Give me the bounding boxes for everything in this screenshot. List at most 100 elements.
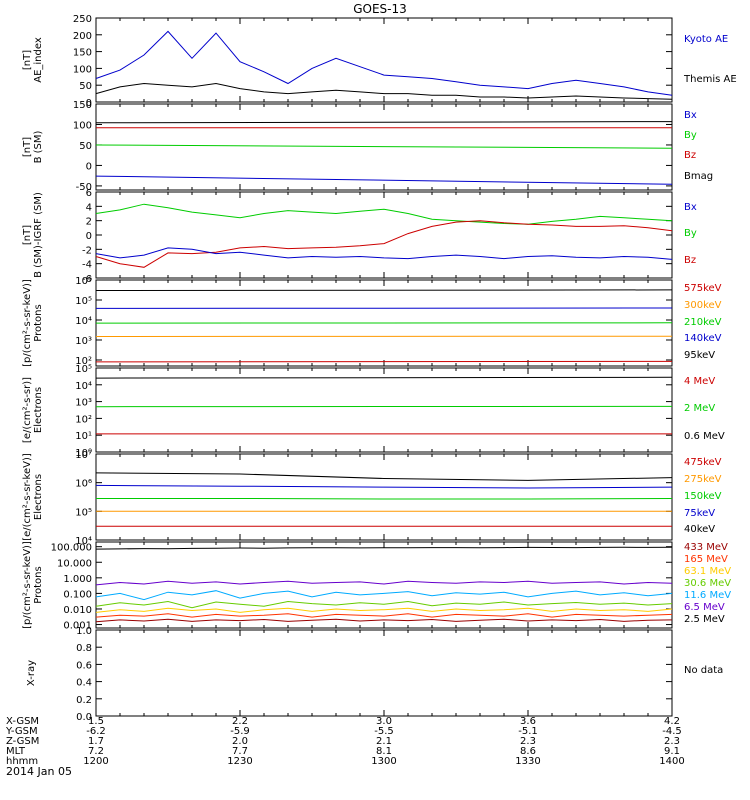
legend-label: 0.6 MeV [684, 431, 725, 442]
legend-label: 210keV [684, 317, 722, 328]
series-line-40kev [95, 472, 673, 481]
y-tick-label: 0.8 [76, 643, 92, 654]
y-tick-label: 10⁰ [75, 448, 92, 459]
y-tick-label: 0.6 [76, 660, 92, 671]
time-axis-value: 1.7 [88, 736, 104, 747]
legend-label: 75keV [684, 508, 715, 519]
y-tick-label: 10³ [75, 398, 92, 409]
y-tick-label: 150 [73, 48, 92, 59]
time-axis-value: -6.2 [86, 726, 106, 737]
time-axis-value: 2.3 [664, 736, 680, 747]
legend-label: Bz [684, 150, 696, 161]
time-axis-row-label: Y-GSM [5, 726, 38, 737]
legend-label: 4 MeV [684, 376, 715, 387]
y-axis-title: [nT] [22, 137, 33, 157]
y-axis-title: [p/(cm²-s-sr-keV)] [22, 279, 33, 367]
panel-2: -50 0 50 100 150 B (SM)[nT] Bx By Bz Bmag [22, 100, 713, 193]
plot-title: GOES-13 [353, 2, 407, 16]
time-axis-value: 1200 [83, 756, 108, 767]
y-axis-title: Protons [33, 304, 44, 341]
y-axis-title: AE_index [33, 37, 44, 83]
legend-label: 6.5 MeV [684, 602, 725, 613]
panel-1: 0 50 100 150 200 250 AE_index[nT] Kyoto AE Themi… [22, 14, 737, 109]
y-tick-label: 1.0 [76, 626, 92, 637]
time-axis-value: 1.5 [88, 716, 104, 727]
y-tick-label: 10² [75, 414, 92, 425]
legend-label: Bmag [684, 171, 713, 182]
time-axis-value: -4.5 [662, 726, 682, 737]
panel-5: 10⁰ 10¹ 10² 10³ 10⁴ 10⁵ Electrons[e/(cm²-s-sr)… [22, 364, 725, 459]
series-line-bz [95, 220, 673, 268]
y-tick-label: 250 [73, 14, 92, 25]
panel-frame [95, 629, 673, 717]
y-tick-label: -50 [76, 182, 92, 193]
y-tick-label: 0 [86, 98, 92, 109]
y-axis-title: Electrons [33, 474, 44, 520]
y-tick-label: 100 [73, 64, 92, 75]
panel-frame [95, 191, 673, 279]
y-tick-label: 50 [79, 141, 92, 152]
panel-frame [95, 367, 673, 453]
panel-4: 10² 10³ 10⁴ 10⁵ 10⁶ Protons[p/(cm²-s-sr-keV)]… [22, 276, 722, 367]
time-axis-value: 7.7 [232, 746, 248, 757]
legend-label: 2.5 MeV [684, 614, 725, 625]
legend-label: By [684, 130, 697, 141]
legend-label: 140keV [684, 333, 722, 344]
y-axis-title: Electrons [33, 387, 44, 433]
y-tick-label: 10² [75, 356, 92, 367]
y-axis-title: [p/(cm²-s-sr-keV)] [22, 541, 33, 629]
time-axis-value: 1400 [659, 756, 684, 767]
panel-6: 10⁴ 10⁵ 10⁶ 10⁷ Electrons[e/(cm²-s-sr-keV)] 4… [22, 450, 722, 547]
legend-label: Bz [684, 255, 696, 266]
series-line-75kev [95, 484, 673, 489]
y-tick-label: 200 [73, 31, 92, 42]
series-line-themis-ae [95, 82, 673, 100]
legend-label: 95keV [684, 350, 715, 361]
legend-label: Bx [684, 202, 697, 213]
time-axis-value: -5.5 [374, 726, 394, 737]
series-line-2.5-mev [95, 546, 673, 550]
y-tick-label: 100.000 [51, 543, 92, 554]
time-axis-value: 3.0 [376, 716, 392, 727]
series-line-11.6-mev [95, 590, 673, 601]
y-tick-label: 10⁴ [75, 536, 92, 547]
legend-label: No data [684, 665, 723, 676]
time-axis-value: -5.1 [518, 726, 538, 737]
y-tick-label: 0.001 [63, 621, 92, 632]
legend-label: 275keV [684, 474, 722, 485]
time-axis-value: 8.6 [520, 746, 536, 757]
time-axis-row-label: Z-GSM [6, 736, 39, 747]
y-tick-label: 0.100 [63, 589, 92, 600]
y-tick-label: 2 [86, 217, 92, 228]
panel-7: 0.001 0.010 0.100 1.000 10.000 100.000 Protons… [22, 541, 731, 631]
y-tick-label: 150 [73, 100, 92, 111]
legend-label: 11.6 MeV [684, 590, 731, 601]
series-line-63.1-mev [95, 607, 673, 613]
series-line-by [95, 144, 673, 149]
y-tick-label: 10.000 [57, 558, 92, 569]
y-axis-title: [nT] [22, 225, 33, 245]
time-axis-value: 3.6 [520, 716, 536, 727]
series-line-30.6-mev [95, 600, 673, 609]
y-axis-title: [nT] [22, 50, 33, 70]
legend-label: 63.1 MeV [684, 566, 731, 577]
panel-3: -6 -4 -2 0 2 4 6 B (SM)-IGRF (SM)[nT] Bx By Bz [22, 188, 697, 285]
legend-label: 433 MeV [684, 542, 728, 553]
y-tick-label: 10⁴ [75, 381, 92, 392]
y-tick-label: 10³ [75, 336, 92, 347]
y-tick-label: 0.0 [76, 712, 92, 723]
y-axis-title: X-ray [26, 660, 37, 686]
y-tick-label: 10⁴ [75, 316, 92, 327]
series-line-6.5-mev [95, 580, 673, 586]
series-line-95kev [95, 289, 673, 291]
y-tick-label: 50 [79, 81, 92, 92]
y-tick-label: -4 [82, 260, 92, 271]
y-tick-label: 10⁵ [75, 364, 92, 375]
series-line-kyoto-ae [95, 30, 673, 96]
series-line-bx [95, 175, 673, 185]
y-tick-label: 0 [86, 231, 92, 242]
y-axis-title: B (SM) [33, 130, 44, 163]
legend-label: Kyoto AE [684, 34, 728, 45]
time-axis-row-label: MLT [6, 746, 26, 757]
